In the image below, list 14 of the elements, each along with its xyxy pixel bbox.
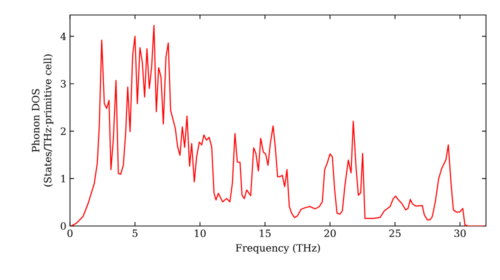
y-tick-label: 1: [61, 174, 66, 182]
x-tick-label: 25: [389, 230, 401, 238]
x-tick-label: 0: [67, 230, 73, 238]
y-axis-title: Phonon DOS (States/THz·primitive cell): [32, 54, 54, 186]
y-tick-label: 0: [60, 222, 66, 230]
x-tick-label: 15: [260, 230, 271, 238]
y-tick-label: 3: [60, 80, 66, 88]
x-tick-label: 10: [194, 230, 206, 238]
x-tick-label: 20: [324, 230, 336, 238]
x-tick-label: 5: [132, 230, 138, 237]
x-tick-label: 30: [454, 230, 466, 238]
y-tick-label: 4: [60, 32, 66, 40]
y-tick-label: 2: [60, 127, 66, 135]
x-axis-title: Frequency (THz): [236, 244, 320, 254]
